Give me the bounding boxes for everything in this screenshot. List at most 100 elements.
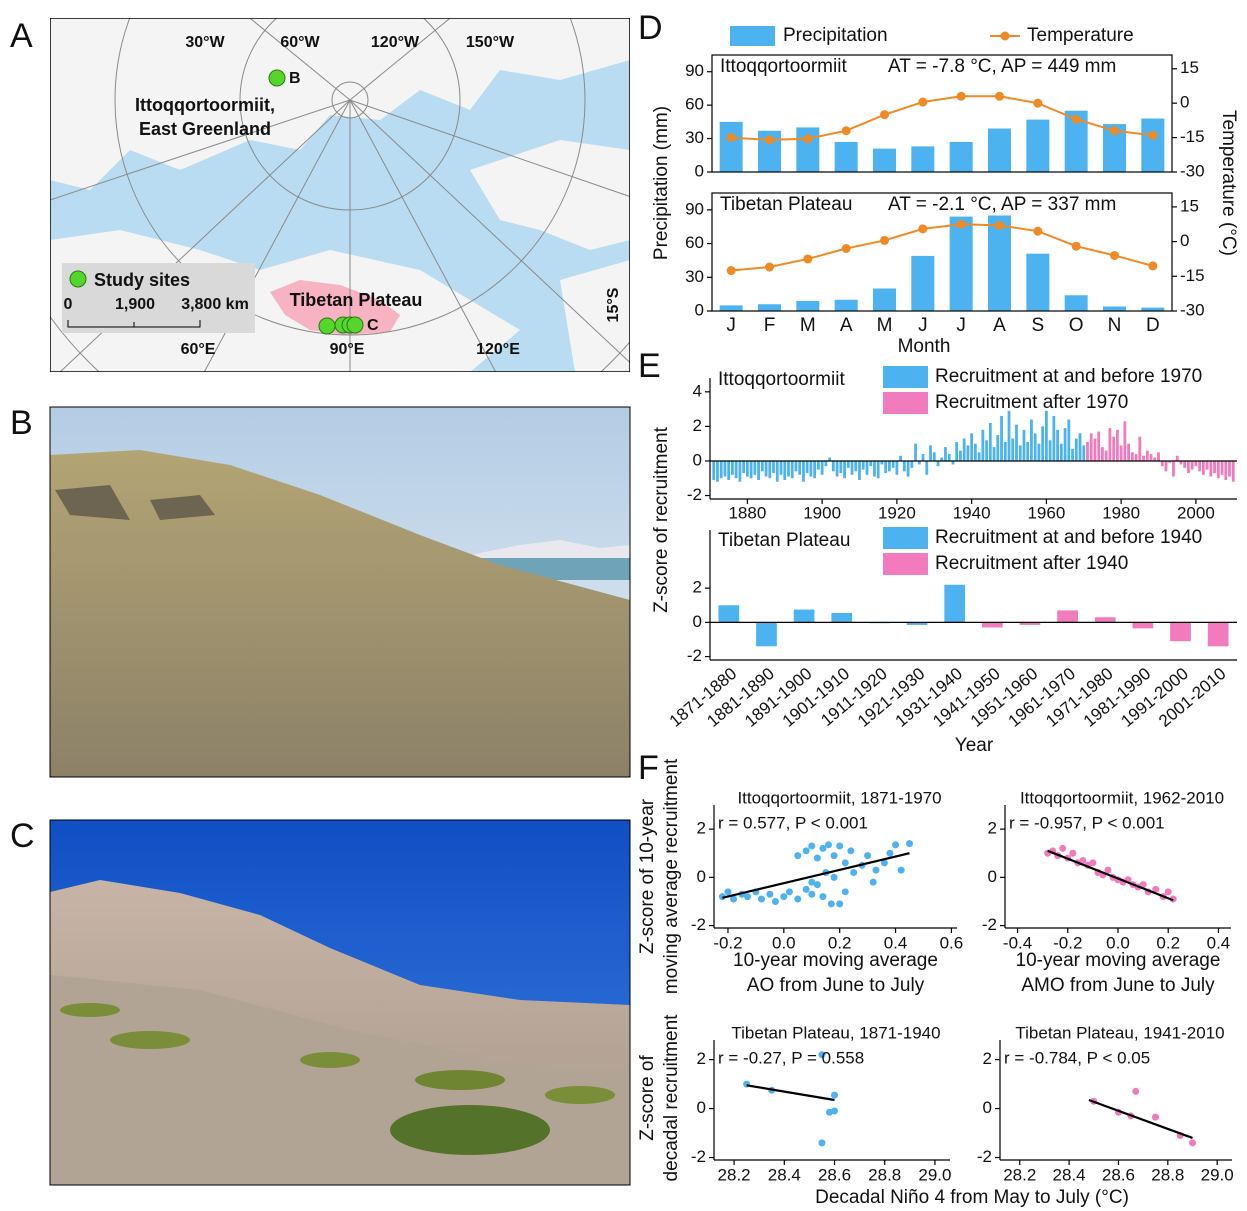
x-tick-label: 28.2 [718,1165,751,1184]
bar [895,461,898,475]
bar [1228,461,1231,477]
bar [1008,411,1011,461]
bar [813,461,816,478]
bar [1183,461,1186,468]
bar [835,142,858,172]
point [808,843,815,850]
point [1132,1088,1139,1095]
point [1165,888,1172,895]
point [1189,1139,1196,1146]
bar [1023,430,1026,461]
bar [944,447,947,461]
y-tick-label: 2 [983,1049,992,1068]
annotation: AT = -2.1 °C, AP = 337 mm [888,194,1116,215]
point [831,1092,838,1099]
temperature-point [880,110,889,119]
point [836,900,843,907]
legend-marker [1001,32,1010,41]
point [758,896,765,903]
x-tick-label: 28.4 [768,1165,801,1184]
temperature-point [1033,227,1042,236]
bar [1094,439,1097,461]
y-tick-label: 2 [693,416,702,435]
bar [824,461,827,466]
bar [1075,439,1078,461]
temperature-point [727,266,736,275]
x-tick-label: 29.0 [918,1165,951,1184]
temperature-point [1110,251,1119,260]
bar [724,461,727,477]
bar [1224,461,1227,480]
point [819,893,826,900]
legend-label: Recruitment at and before 1970 [935,366,1202,387]
point [864,852,871,859]
legend-label: Temperature [1027,25,1134,46]
x-tick-label: 28.6 [818,1165,851,1184]
y-tick-label: 0 [695,300,704,319]
y-tick-label: -2 [691,1147,706,1166]
bar [1146,451,1149,461]
bar [877,461,880,478]
graticule-label: 15°S [605,287,622,322]
x-tick-label: 1880 [728,503,766,522]
x-tick-label: A [993,315,1006,336]
legend-marker [70,271,86,287]
scale-label: 3,800 km [181,296,249,313]
point [842,888,849,895]
point [892,841,899,848]
bar [1026,442,1029,461]
panel-label: F [638,749,659,787]
point [724,888,731,895]
y-tick-label: 30 [685,267,704,286]
x-tick-label: 29.0 [1201,1165,1234,1184]
y-tick-label: 2 [697,1049,706,1068]
bar [1208,622,1229,646]
annotation: r = -0.957, P < 0.001 [1009,813,1165,832]
bar [1060,444,1063,461]
bar [911,146,934,172]
x-axis-label: AO from June to July [747,975,925,996]
bar [1095,617,1116,622]
x-tick-label: F [764,315,776,336]
bar [1103,307,1126,311]
y-tick-label: 30 [685,128,704,147]
temperature-point [842,244,851,253]
panel-title: Ittoqqortoormiit, 1871-1970 [737,788,941,807]
bar [937,461,940,466]
bar [1038,444,1041,461]
point [744,893,751,900]
graticule-label: 120°E [476,341,520,358]
y-tick-label: 0 [695,161,704,180]
bar [836,461,839,477]
panel-label: E [638,347,661,385]
bar [731,461,734,475]
bar [996,435,999,461]
graticule-label: 120°W [371,34,420,51]
bar [742,461,745,473]
x-tick-label: 1920 [878,503,916,522]
bar [892,461,895,468]
point [836,843,843,850]
legend-swatch [883,553,928,575]
panel-title: Tibetan Plateau [718,530,850,551]
temperature-point [727,133,736,142]
site-label: East Greenland [139,119,271,139]
y2-tick-label: -30 [1180,161,1205,180]
bar [806,461,809,473]
bar [1123,421,1126,461]
bar [1213,461,1216,473]
bar [1067,419,1070,460]
y-axis-label: decadal recruitment [661,1014,682,1182]
bar [925,461,928,475]
bar [835,300,858,311]
bar [843,461,846,478]
legend-swatch [883,392,928,414]
bar [1086,442,1089,461]
y-tick-label: -2 [687,646,702,665]
bar [831,613,852,622]
point [1069,850,1076,857]
legend-swatch [883,366,928,388]
y-tick-label: 4 [693,381,702,400]
bar [1079,433,1082,461]
panel-title: Tibetan Plateau, 1871-1940 [731,1023,940,1042]
